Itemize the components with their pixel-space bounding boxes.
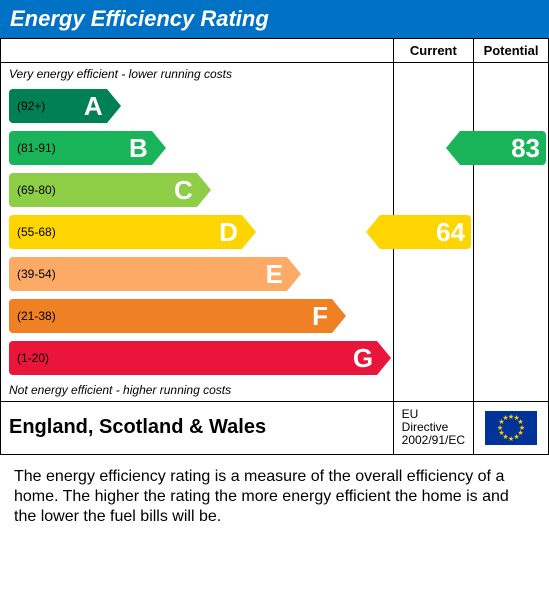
band-letter: G <box>353 343 373 374</box>
potential-cell <box>474 295 549 337</box>
caption-bottom: Not energy efficient - higher running co… <box>1 379 394 402</box>
potential-cell <box>474 85 549 127</box>
potential-cell <box>474 337 549 379</box>
current-cell <box>393 337 473 379</box>
band-row-b: (81-91) B 83 <box>1 127 549 169</box>
footer-directive-cell: EU Directive 2002/91/EC <box>393 402 473 455</box>
caption-top-row: Very energy efficient - lower running co… <box>1 63 549 86</box>
band-letter: C <box>174 175 193 206</box>
current-cell <box>393 295 473 337</box>
potential-cell: 83 <box>474 127 549 169</box>
band-cell: (81-91) B <box>1 127 394 169</box>
band-letter: D <box>219 217 238 248</box>
band-range: (39-54) <box>17 267 56 281</box>
caption-top: Very energy efficient - lower running co… <box>1 63 394 86</box>
efficiency-table: Current Potential Very energy efficient … <box>0 38 549 455</box>
eu-star-icon: ★ <box>508 435 514 443</box>
current-rating-pill: 64 <box>380 215 471 249</box>
band-range: (21-38) <box>17 309 56 323</box>
epc-chart-container: Energy Efficiency Rating Current Potenti… <box>0 0 549 539</box>
band-bar-c: (69-80) C <box>9 173 197 207</box>
band-bar-e: (39-54) E <box>9 257 287 291</box>
current-cell <box>393 169 473 211</box>
directive-line2: 2002/91/EC <box>402 433 465 447</box>
current-cell <box>393 85 473 127</box>
potential-cell <box>474 211 549 253</box>
band-bar-g: (1-20) G <box>9 341 377 375</box>
band-range: (92+) <box>17 99 45 113</box>
band-letter: F <box>312 301 328 332</box>
header-row: Current Potential <box>1 39 549 63</box>
band-row-e: (39-54) E <box>1 253 549 295</box>
band-cell: (92+) A <box>1 85 394 127</box>
band-letter: A <box>84 91 103 122</box>
footer-row: England, Scotland & Wales EU Directive 2… <box>1 402 549 455</box>
band-row-g: (1-20) G <box>1 337 549 379</box>
potential-rating-pill: 83 <box>460 131 546 165</box>
band-range: (55-68) <box>17 225 56 239</box>
potential-cell <box>474 253 549 295</box>
band-bar-a: (92+) A <box>9 89 107 123</box>
band-range: (1-20) <box>17 351 49 365</box>
caption-bottom-row: Not energy efficient - higher running co… <box>1 379 549 402</box>
current-cell <box>393 253 473 295</box>
directive-line1: EU Directive <box>402 407 449 434</box>
band-cell: (39-54) E <box>1 253 394 295</box>
bands-body: Very energy efficient - lower running co… <box>1 63 549 402</box>
footer-flag-cell: ★★★★★★★★★★★★ <box>474 402 549 455</box>
band-cell: (69-80) C <box>1 169 394 211</box>
band-bar-b: (81-91) B <box>9 131 152 165</box>
eu-star-icon: ★ <box>502 414 508 422</box>
band-bar-d: (55-68) D <box>9 215 242 249</box>
band-cell: (55-68) D <box>1 211 394 253</box>
current-header: Current <box>393 39 473 63</box>
band-range: (81-91) <box>17 141 56 155</box>
region-label: England, Scotland & Wales <box>9 416 266 438</box>
potential-header: Potential <box>474 39 549 63</box>
band-row-a: (92+) A <box>1 85 549 127</box>
eu-star-icon: ★ <box>513 433 519 441</box>
band-letter: E <box>266 259 283 290</box>
band-letter: B <box>129 133 148 164</box>
band-cell: (21-38) F <box>1 295 394 337</box>
band-bar-f: (21-38) F <box>9 299 332 333</box>
band-range: (69-80) <box>17 183 56 197</box>
description-text: The energy efficiency rating is a measur… <box>0 455 549 539</box>
title-bar: Energy Efficiency Rating <box>0 0 549 38</box>
current-cell: 64 <box>393 211 473 253</box>
footer-region-cell: England, Scotland & Wales <box>1 402 394 455</box>
potential-cell <box>474 169 549 211</box>
chart-title: Energy Efficiency Rating <box>10 6 269 31</box>
band-cell: (1-20) G <box>1 337 394 379</box>
bands-header <box>1 39 394 63</box>
band-row-f: (21-38) F <box>1 295 549 337</box>
band-row-d: (55-68) D 64 <box>1 211 549 253</box>
eu-flag-icon: ★★★★★★★★★★★★ <box>485 411 537 445</box>
band-row-c: (69-80) C <box>1 169 549 211</box>
